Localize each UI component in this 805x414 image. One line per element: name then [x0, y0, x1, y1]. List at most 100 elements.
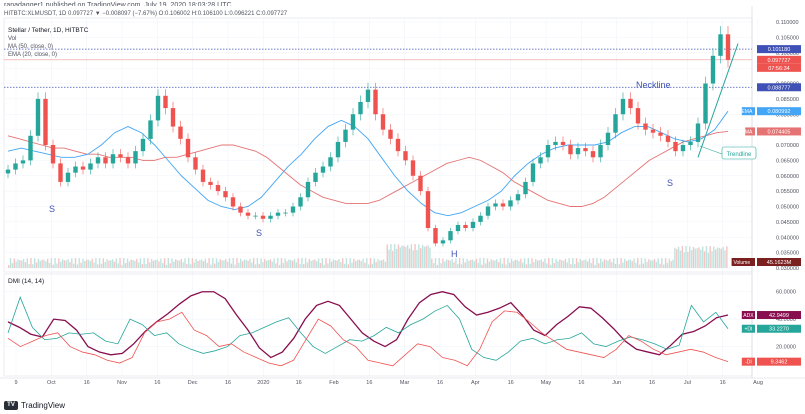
- time-axis[interactable]: 9 Oct 16 Nov 16 Dec 16 2020 16 Feb 16 Mar 16 Apr 16 May…: [0, 377, 805, 386]
- candle-body[interactable]: [665, 135, 671, 142]
- candle-body[interactable]: [493, 203, 498, 207]
- candle-body[interactable]: [688, 141, 693, 145]
- candle-body[interactable]: [583, 148, 588, 152]
- candle-body[interactable]: [73, 166, 78, 173]
- candle-body[interactable]: [343, 129, 348, 142]
- candle-body[interactable]: [125, 157, 131, 164]
- candle-body[interactable]: [350, 114, 356, 130]
- candle-body[interactable]: [680, 145, 686, 152]
- candle-body[interactable]: [133, 151, 138, 164]
- candle-body[interactable]: [568, 145, 573, 155]
- candle-body[interactable]: [208, 181, 213, 185]
- candle-body[interactable]: [433, 228, 438, 244]
- candle-body[interactable]: [58, 163, 63, 182]
- candle-body[interactable]: [485, 206, 491, 216]
- candle-body[interactable]: [590, 151, 596, 158]
- candle-body[interactable]: [268, 215, 273, 219]
- candle-body[interactable]: [178, 126, 183, 139]
- candle-body[interactable]: [613, 114, 618, 133]
- candle-body[interactable]: [103, 157, 108, 164]
- candle-body[interactable]: [478, 215, 483, 222]
- pattern-label[interactable]: S: [667, 178, 673, 188]
- candle-body[interactable]: [155, 95, 161, 121]
- candle-body[interactable]: [328, 157, 333, 167]
- candle-body[interactable]: [13, 163, 18, 170]
- candle-body[interactable]: [650, 129, 656, 133]
- trendline-callout-box[interactable]: [721, 146, 757, 160]
- candle-body[interactable]: [395, 138, 401, 152]
- candle-body[interactable]: [245, 212, 251, 216]
- candle-body[interactable]: [463, 224, 468, 229]
- candle-body[interactable]: [43, 98, 48, 145]
- candle-body[interactable]: [545, 145, 551, 158]
- candle-body[interactable]: [725, 34, 731, 60]
- candle-body[interactable]: [628, 98, 633, 109]
- price-axis[interactable]: 0.1100000.1050000.1000000.0950000.090000…: [731, 6, 801, 378]
- candle-body[interactable]: [530, 163, 536, 182]
- candle-body[interactable]: [515, 194, 521, 201]
- candle-body[interactable]: [373, 89, 378, 115]
- candle-body[interactable]: [148, 120, 153, 139]
- candle-body[interactable]: [260, 215, 266, 219]
- candle-body[interactable]: [283, 212, 288, 214]
- candle-body[interactable]: [418, 175, 423, 192]
- candle-body[interactable]: [223, 191, 228, 198]
- candle-body[interactable]: [403, 151, 408, 161]
- candle-body[interactable]: [710, 55, 716, 84]
- candle-body[interactable]: [163, 95, 168, 109]
- candle-body[interactable]: [673, 141, 678, 152]
- candle-body[interactable]: [500, 203, 506, 207]
- candle-body[interactable]: [598, 145, 603, 158]
- pattern-label[interactable]: Neckline: [636, 80, 671, 90]
- candle-body[interactable]: [313, 172, 318, 182]
- candle-body[interactable]: [290, 206, 296, 213]
- candle-body[interactable]: [643, 123, 648, 130]
- candle-body[interactable]: [470, 221, 476, 229]
- candle-body[interactable]: [5, 169, 11, 174]
- candle-body[interactable]: [335, 141, 341, 158]
- candle-body[interactable]: [170, 108, 176, 127]
- candle-body[interactable]: [620, 98, 626, 115]
- trendline-callout[interactable]: Trendline: [727, 152, 752, 158]
- price-chart-canvas[interactable]: 0.1100000.1050000.1000000.0950000.090000…: [0, 6, 805, 406]
- candle-body[interactable]: [448, 231, 453, 241]
- candle-body[interactable]: [703, 83, 708, 124]
- tradingview-logo[interactable]: TV TradingView: [4, 398, 65, 412]
- candle-body[interactable]: [410, 160, 416, 176]
- candle-body[interactable]: [275, 212, 281, 216]
- candle-body[interactable]: [455, 224, 461, 232]
- candle-body[interactable]: [215, 184, 221, 192]
- candle-body[interactable]: [35, 98, 41, 136]
- candle-body[interactable]: [718, 34, 723, 56]
- candle-body[interactable]: [50, 145, 56, 164]
- candle-body[interactable]: [118, 154, 123, 158]
- candle-body[interactable]: [253, 215, 258, 217]
- candle-body[interactable]: [605, 132, 611, 145]
- candle-body[interactable]: [200, 169, 206, 182]
- candle-body[interactable]: [28, 135, 33, 161]
- candlesticks[interactable]: [5, 26, 731, 247]
- candle-body[interactable]: [658, 132, 663, 136]
- candle-body[interactable]: [440, 240, 446, 244]
- candle-body[interactable]: [380, 114, 386, 130]
- candle-body[interactable]: [575, 148, 581, 155]
- candle-body[interactable]: [358, 101, 363, 115]
- candle-body[interactable]: [298, 197, 303, 207]
- candle-body[interactable]: [110, 154, 116, 164]
- candle-body[interactable]: [305, 181, 311, 198]
- candle-body[interactable]: [80, 166, 86, 170]
- candle-body[interactable]: [185, 138, 191, 158]
- pattern-label[interactable]: S: [256, 228, 262, 238]
- candle-body[interactable]: [320, 166, 326, 173]
- candle-body[interactable]: [425, 191, 431, 229]
- candle-body[interactable]: [553, 141, 558, 145]
- candle-body[interactable]: [230, 197, 236, 207]
- candle-body[interactable]: [508, 200, 513, 207]
- candle-body[interactable]: [238, 206, 243, 213]
- candle-body[interactable]: [193, 157, 198, 170]
- candle-body[interactable]: [695, 123, 701, 142]
- candle-body[interactable]: [365, 89, 371, 102]
- candle-body[interactable]: [65, 172, 71, 182]
- candle-body[interactable]: [20, 160, 26, 164]
- pattern-annotations[interactable]: S S H S Neckline Trendline: [49, 80, 757, 259]
